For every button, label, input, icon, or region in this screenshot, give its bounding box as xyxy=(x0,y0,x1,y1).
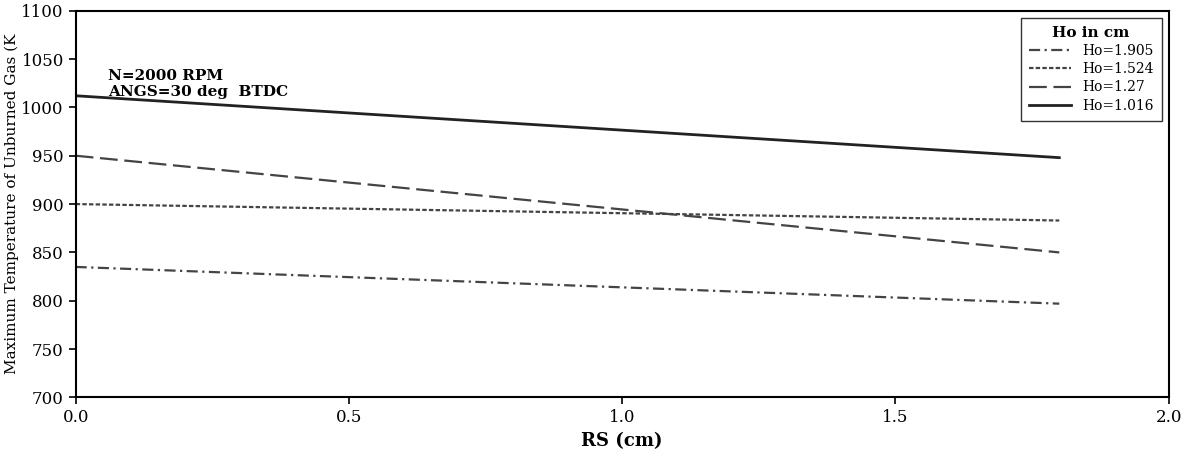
X-axis label: RS (cm): RS (cm) xyxy=(581,432,663,450)
Ho=1.27 xyxy=(536,199,550,204)
Ho=1.905 xyxy=(875,294,890,300)
Ho=1.524 xyxy=(601,210,616,216)
Ho=1.524 xyxy=(1052,218,1066,223)
Line: Ho=1.27: Ho=1.27 xyxy=(76,156,1059,252)
Ho=1.27 xyxy=(1028,247,1042,253)
Ho=1.524 xyxy=(542,209,556,215)
Text: N=2000 RPM
ANGS=30 deg  BTDC: N=2000 RPM ANGS=30 deg BTDC xyxy=(108,69,288,99)
Ho=1.905 xyxy=(69,264,83,270)
Ho=1.016 xyxy=(69,93,83,99)
Legend: Ho=1.905, Ho=1.524, Ho=1.27, Ho=1.016: Ho=1.905, Ho=1.524, Ho=1.27, Ho=1.016 xyxy=(1021,18,1161,121)
Ho=1.524 xyxy=(536,209,550,215)
Ho=1.524 xyxy=(875,215,890,220)
Ho=1.27 xyxy=(601,205,616,211)
Ho=1.27 xyxy=(69,153,83,158)
Ho=1.905 xyxy=(536,281,550,287)
Ho=1.016 xyxy=(1052,155,1066,160)
Ho=1.27 xyxy=(542,199,556,205)
Ho=1.27 xyxy=(875,232,890,238)
Ho=1.016 xyxy=(653,130,668,135)
Ho=1.905 xyxy=(1028,300,1042,306)
Line: Ho=1.524: Ho=1.524 xyxy=(76,204,1059,221)
Ho=1.905 xyxy=(1052,301,1066,306)
Ho=1.016 xyxy=(875,144,890,149)
Ho=1.016 xyxy=(601,127,616,132)
Ho=1.27 xyxy=(1052,250,1066,255)
Ho=1.016 xyxy=(542,123,556,128)
Line: Ho=1.016: Ho=1.016 xyxy=(76,96,1059,158)
Ho=1.905 xyxy=(542,282,556,287)
Line: Ho=1.905: Ho=1.905 xyxy=(76,267,1059,304)
Ho=1.905 xyxy=(601,284,616,290)
Ho=1.524 xyxy=(1028,217,1042,223)
Ho=1.27 xyxy=(653,211,668,216)
Ho=1.016 xyxy=(1028,153,1042,159)
Ho=1.905 xyxy=(653,286,668,291)
Ho=1.524 xyxy=(653,211,668,217)
Ho=1.524 xyxy=(69,201,83,207)
Y-axis label: Maximum Temperature of Unburned Gas (K: Maximum Temperature of Unburned Gas (K xyxy=(5,34,19,374)
Ho=1.016 xyxy=(536,123,550,128)
